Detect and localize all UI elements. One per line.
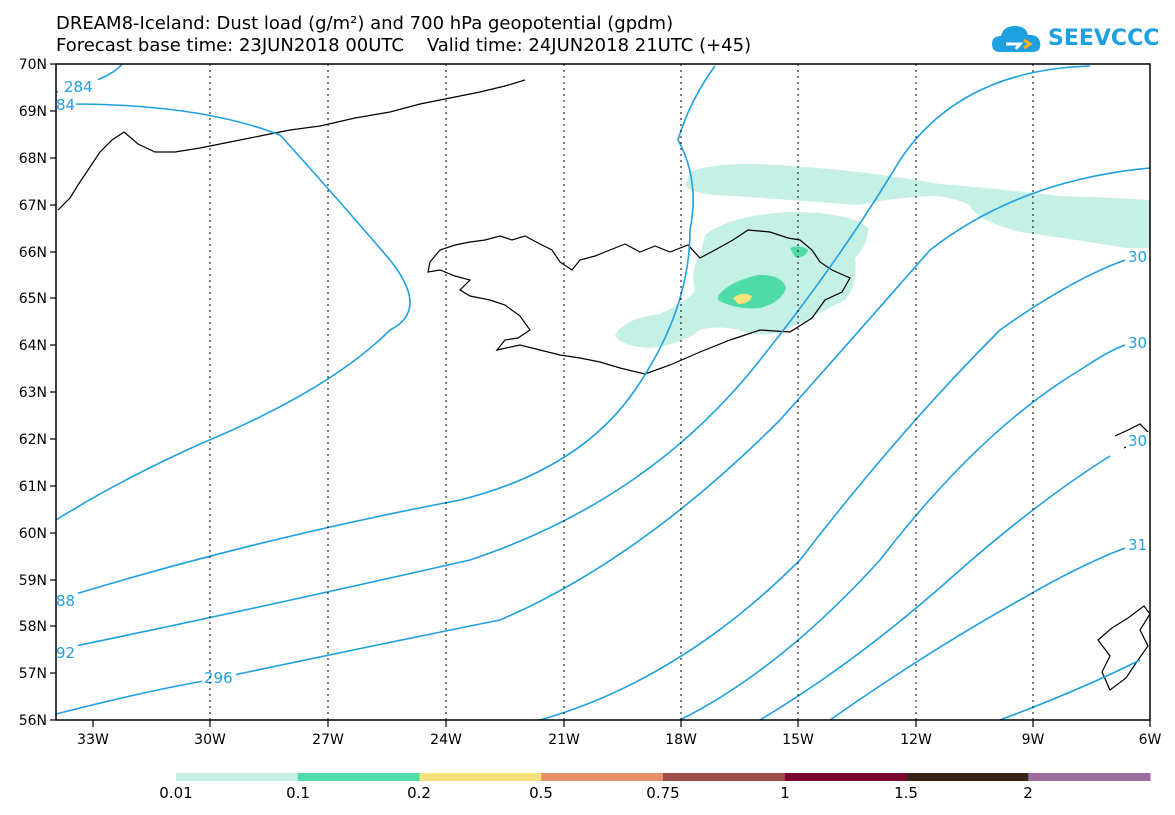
lon-label: 12W [900,732,932,748]
lat-label: 67N [19,198,47,214]
contour-labels: 284 84 88 92 296 30 30 30 31 [56,78,1150,687]
dust-area-moderate-small [790,246,808,258]
colorbar-swatch [906,773,1029,781]
contour-line [759,455,1111,721]
colorbar-swatch [663,773,786,781]
scotland-coastline [1097,605,1151,691]
colorbar-swatch [541,773,664,781]
lon-label: 6W [1139,732,1162,748]
greenland-coastline [57,79,526,211]
lat-label: 69N [19,104,47,120]
colorbar-swatch [176,773,299,781]
lat-axis: 70N 69N 68N 67N 66N 65N 64N 63N 62N 61N … [19,57,56,729]
geopotential-contours [55,63,1151,721]
contour-label: 31 [1128,536,1147,554]
lat-label: 63N [19,385,47,401]
lat-label: 61N [19,479,47,495]
colorbar-label: 0.1 [286,784,310,802]
lat-label: 64N [19,338,47,354]
colorbar-swatch [1028,773,1151,781]
lon-label: 9W [1022,732,1045,748]
lon-label: 30W [194,732,226,748]
colorbar-swatch [297,773,420,781]
coastlines [57,79,1151,691]
lon-label: 21W [548,732,580,748]
colorbar-label: 0.2 [407,784,431,802]
colorbar-label: 0.01 [159,784,193,802]
lat-label: 62N [19,432,47,448]
contour-label: 92 [56,644,75,662]
contour-line [55,65,1091,651]
lon-label: 33W [77,732,109,748]
contour-label: 30 [1128,248,1147,266]
dust-area-high [733,293,752,304]
lat-label: 59N [19,573,47,589]
lat-label: 58N [19,619,47,635]
cloud-icon [992,26,1041,52]
lat-label: 57N [19,666,47,682]
lon-label: 27W [312,732,344,748]
colorbar-label: 1.5 [894,784,918,802]
contour-line [55,103,411,521]
colorbar-label: 0.5 [529,784,553,802]
lat-label: 65N [19,291,47,307]
lon-label: 18W [665,732,697,748]
lat-label: 70N [19,57,47,73]
dust-plume-north [685,164,1150,252]
colorbar-swatch [419,773,542,781]
colorbar-label: 2 [1023,784,1033,802]
forecast-time-subtitle: Forecast base time: 23JUN2018 00UTC Vali… [56,35,752,56]
colorbar-swatch [784,773,907,781]
iceland-coastline [427,229,851,375]
contour-label: 30 [1128,432,1147,450]
contour-label: 296 [204,669,233,687]
lon-label: 15W [782,732,814,748]
lon-gridlines [209,64,1034,720]
lat-label: 60N [19,526,47,542]
contour-line [539,259,1126,721]
contour-label: 84 [56,96,75,114]
colorbar-label: 1 [780,784,790,802]
contour-line [679,344,1126,721]
contour-label: 88 [56,592,75,610]
map-title: DREAM8-Iceland: Dust load (g/m²) and 700… [56,13,674,34]
lon-axis: 33W 30W 27W 24W 21W 18W 15W 12W 9W 6W [77,720,1162,748]
contour-line [999,659,1141,721]
logo-text: SEEVCCC [1048,26,1160,51]
contour-line [829,547,1126,721]
colorbar [176,773,1151,781]
contour-label: 284 [64,78,93,96]
lon-label: 24W [430,732,462,748]
map-frame [55,63,1151,721]
dust-load-shading [615,164,1150,348]
seevccc-logo: SEEVCCC [990,22,1159,58]
lat-label: 56N [19,713,47,729]
lat-label: 68N [19,151,47,167]
colorbar-label: 0.75 [646,784,680,802]
contour-label: 30 [1128,334,1147,352]
lat-label: 66N [19,245,47,261]
contour-line [55,65,716,601]
